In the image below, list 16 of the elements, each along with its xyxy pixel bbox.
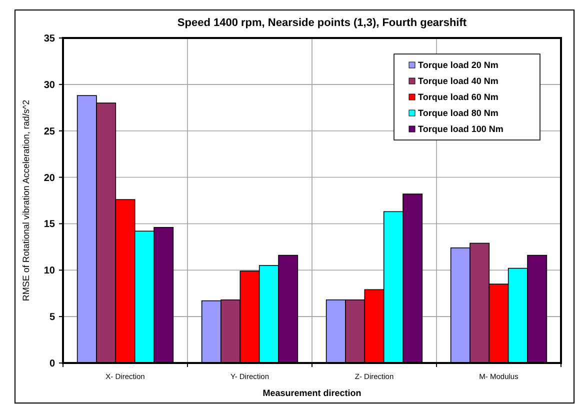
- x-axis-title: Measurement direction: [262, 388, 362, 398]
- legend-label: Torque load 80 Nm: [418, 108, 498, 118]
- y-axis-title: RMSE of Rotational vibration Acceleration, rad/s^2: [21, 100, 31, 302]
- y-tick-label: 35: [44, 34, 56, 44]
- y-tick-label: 10: [44, 266, 56, 277]
- legend-label: Torque load 40 Nm: [418, 76, 498, 86]
- legend-label: Torque load 100 Nm: [418, 124, 504, 134]
- y-tick-label: 5: [49, 312, 56, 324]
- y-tick-label: 20: [44, 172, 56, 184]
- y-tick-label: 0: [49, 358, 56, 370]
- legend-label: Torque load 20 Nm: [418, 60, 498, 70]
- chart-title: Speed 1400 rpm, Nearside points (1,3), Fourth gearshift: [177, 17, 467, 29]
- y-tick-label: 25: [44, 126, 56, 138]
- y-tick-label: 30: [44, 80, 56, 91]
- y-tick-label: 15: [44, 219, 56, 230]
- legend-label: Torque load 60 Nm: [418, 92, 498, 102]
